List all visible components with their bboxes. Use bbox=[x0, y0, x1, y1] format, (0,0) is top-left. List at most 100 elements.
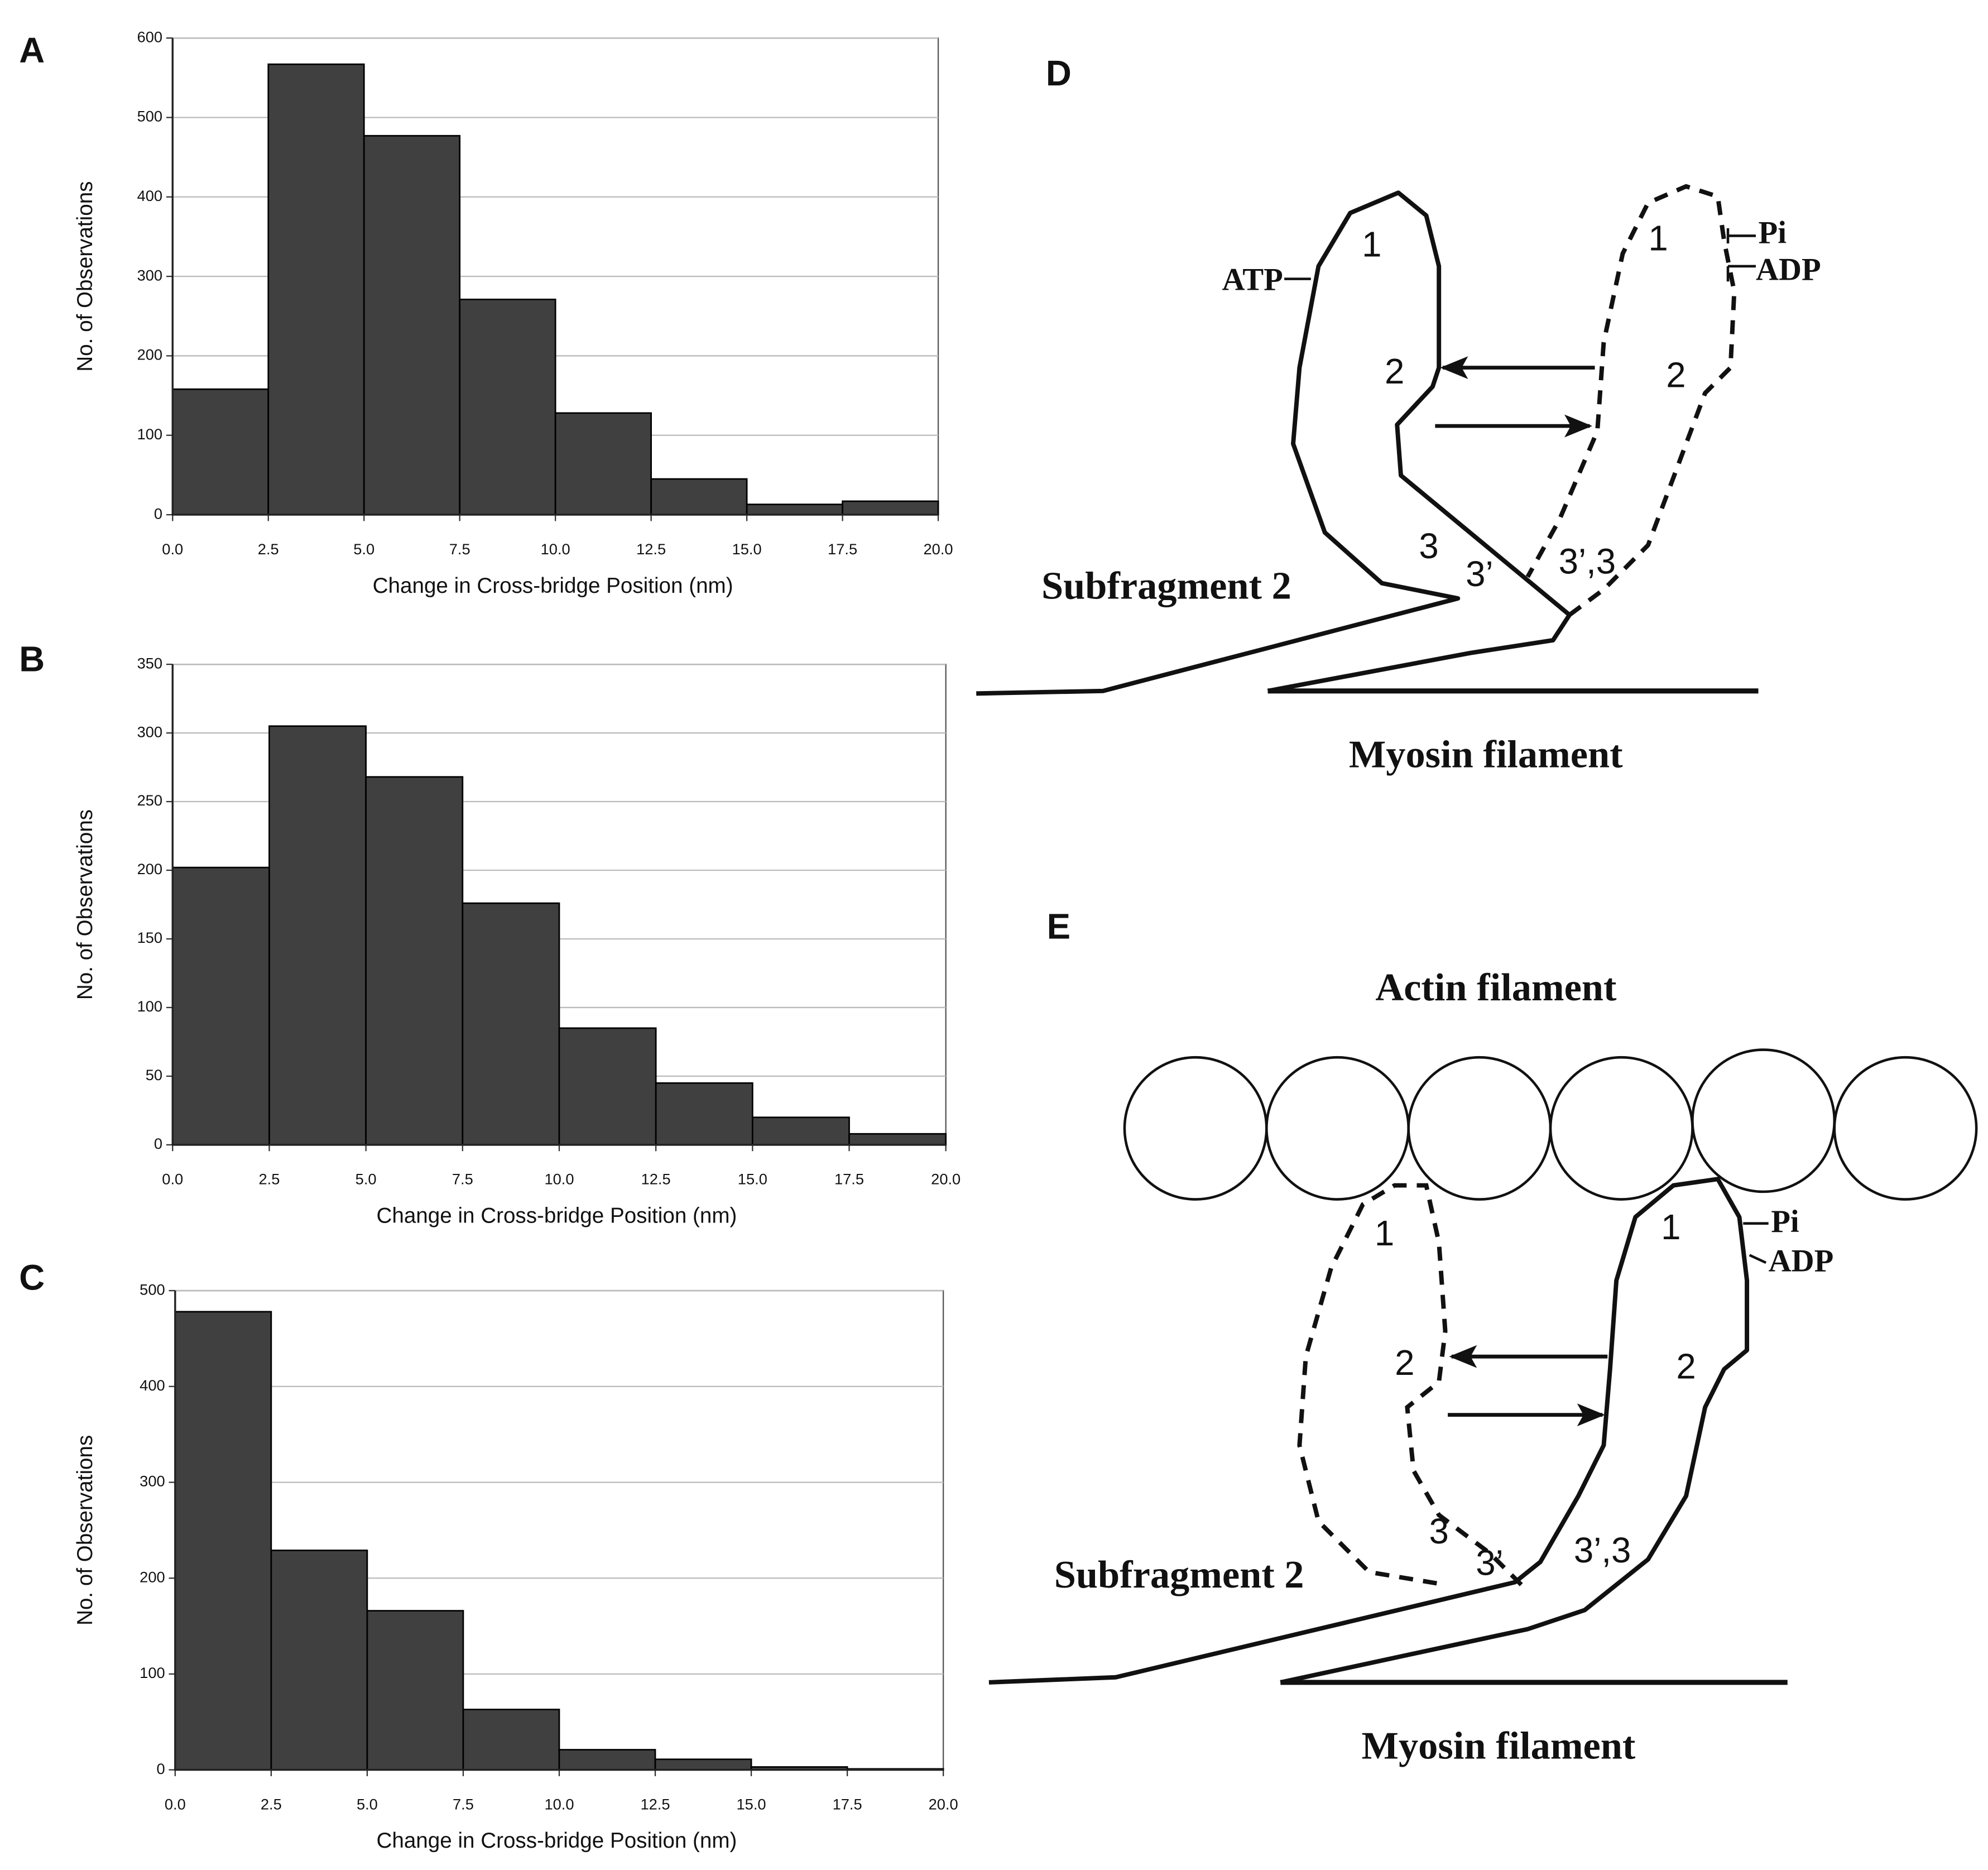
myosin-head bbox=[988, 1177, 1750, 1685]
y-tick-label: 200 bbox=[140, 1568, 165, 1585]
label: Myosin filament bbox=[1349, 732, 1623, 776]
x-tick-label: 15.0 bbox=[737, 1795, 766, 1813]
bar bbox=[171, 866, 270, 1146]
number: 1 bbox=[1648, 218, 1668, 258]
bar bbox=[268, 725, 367, 1146]
y-axis-label: No. of Observations bbox=[73, 1435, 97, 1626]
y-tick-label: 300 bbox=[137, 723, 162, 740]
x-tick-label: 10.0 bbox=[541, 540, 570, 558]
label: Pi bbox=[1771, 1204, 1799, 1239]
number: 3’ bbox=[1476, 1543, 1503, 1583]
y-tick-label: 100 bbox=[137, 998, 162, 1015]
y-tick-label: 200 bbox=[137, 346, 162, 363]
y-axis-label: No. of Observations bbox=[73, 809, 97, 1000]
panel-letter: E bbox=[1047, 907, 1070, 947]
x-tick-label: 17.5 bbox=[834, 1171, 864, 1188]
label: Subfragment 2 bbox=[1054, 1553, 1304, 1596]
label: ADP bbox=[1756, 252, 1821, 287]
panel-letter: D bbox=[1046, 54, 1072, 93]
bar bbox=[366, 1610, 464, 1771]
actin-monomers bbox=[1123, 1048, 1978, 1201]
label: Myosin filament bbox=[1362, 1724, 1636, 1767]
bar bbox=[174, 1311, 272, 1771]
number: 2 bbox=[1666, 356, 1686, 395]
number: 2 bbox=[1395, 1343, 1414, 1383]
x-axis-label: Change in Cross-bridge Position (nm) bbox=[376, 1204, 737, 1228]
x-tick-label: 7.5 bbox=[453, 1795, 474, 1813]
bar bbox=[462, 902, 560, 1146]
bar bbox=[650, 478, 748, 516]
histogram-panel: 0 100 200 300 400 500 600 0.0 2.5 5.0 7.5 10.0 12.5 1… bbox=[19, 28, 953, 597]
histogram-panel: 0 50 100 150 200 250 300 350 0.0 2.5 5.0 7.5 10.0 12.… bbox=[19, 639, 961, 1228]
x-tick-label: 12.5 bbox=[641, 1795, 670, 1813]
pointer bbox=[1726, 228, 1756, 282]
y-tick-label: 150 bbox=[137, 929, 162, 946]
number: 3’ bbox=[1466, 554, 1493, 594]
x-tick-label: 2.5 bbox=[258, 540, 279, 558]
bar bbox=[270, 1550, 368, 1771]
y-tick-label: 0 bbox=[156, 1760, 165, 1777]
x-tick-label: 15.0 bbox=[732, 540, 762, 558]
y-tick-label: 200 bbox=[137, 860, 162, 878]
bar bbox=[842, 500, 939, 516]
bar bbox=[751, 1116, 850, 1146]
y-axis-label: No. of Observations bbox=[73, 181, 97, 372]
histogram-panel: 0 100 200 300 400 500 0.0 2.5 5.0 7.5 10.0 12.5 15.0… bbox=[19, 1258, 958, 1853]
label: Pi bbox=[1759, 215, 1787, 250]
number: 3 bbox=[1419, 526, 1438, 566]
number: 1 bbox=[1661, 1207, 1680, 1247]
diagram-e: E Actin filament Pi ADP 1 2 3’,3 1 2 3 3… bbox=[988, 907, 1978, 1767]
x-tick-label: 15.0 bbox=[738, 1171, 767, 1188]
bar bbox=[558, 1027, 657, 1146]
x-tick-label: 7.5 bbox=[449, 540, 470, 558]
bar bbox=[365, 776, 464, 1146]
y-tick-label: 0 bbox=[154, 505, 162, 522]
x-tick-label: 17.5 bbox=[828, 540, 857, 558]
bar bbox=[363, 135, 461, 516]
y-tick-label: 100 bbox=[137, 425, 162, 443]
x-axis-label: Change in Cross-bridge Position (nm) bbox=[373, 574, 733, 598]
label: Subfragment 2 bbox=[1041, 564, 1291, 607]
bar bbox=[848, 1133, 947, 1146]
y-tick-label: 300 bbox=[140, 1473, 165, 1490]
bar bbox=[654, 1758, 752, 1771]
x-tick-label: 20.0 bbox=[924, 540, 953, 558]
bar bbox=[462, 1709, 560, 1771]
label: Actin filament bbox=[1375, 966, 1617, 1009]
y-tick-label: 600 bbox=[137, 28, 162, 45]
x-tick-label: 5.0 bbox=[357, 1795, 378, 1813]
label: ATP bbox=[1222, 262, 1283, 298]
bar bbox=[459, 299, 556, 516]
x-axis-label: Change in Cross-bridge Position (nm) bbox=[376, 1829, 737, 1853]
x-tick-label: 10.0 bbox=[544, 1171, 574, 1188]
number: 3’,3 bbox=[1559, 541, 1616, 581]
x-tick-label: 10.0 bbox=[544, 1795, 574, 1813]
panel-letter: B bbox=[19, 639, 45, 679]
x-tick-label: 2.5 bbox=[259, 1171, 280, 1188]
panel-letter: A bbox=[19, 31, 45, 70]
x-tick-label: 0.0 bbox=[162, 540, 183, 558]
bar bbox=[554, 412, 652, 516]
number: 3 bbox=[1429, 1512, 1449, 1551]
x-tick-label: 7.5 bbox=[452, 1171, 473, 1188]
x-tick-label: 5.0 bbox=[353, 540, 374, 558]
x-tick-label: 12.5 bbox=[636, 540, 666, 558]
y-tick-label: 400 bbox=[137, 187, 162, 204]
x-tick-label: 20.0 bbox=[929, 1795, 958, 1813]
y-tick-label: 50 bbox=[146, 1066, 162, 1083]
y-tick-label: 100 bbox=[140, 1664, 165, 1681]
y-tick-label: 500 bbox=[137, 108, 162, 125]
y-tick-label: 300 bbox=[137, 266, 162, 284]
y-tick-label: 250 bbox=[137, 792, 162, 809]
y-tick-label: 500 bbox=[140, 1281, 165, 1298]
bar bbox=[267, 63, 365, 516]
number: 2 bbox=[1676, 1347, 1696, 1387]
bar bbox=[655, 1082, 753, 1146]
x-tick-label: 5.0 bbox=[356, 1171, 377, 1188]
label: ADP bbox=[1769, 1243, 1834, 1278]
y-tick-label: 350 bbox=[137, 654, 162, 672]
x-tick-label: 12.5 bbox=[641, 1171, 671, 1188]
number: 3’,3 bbox=[1574, 1531, 1631, 1570]
